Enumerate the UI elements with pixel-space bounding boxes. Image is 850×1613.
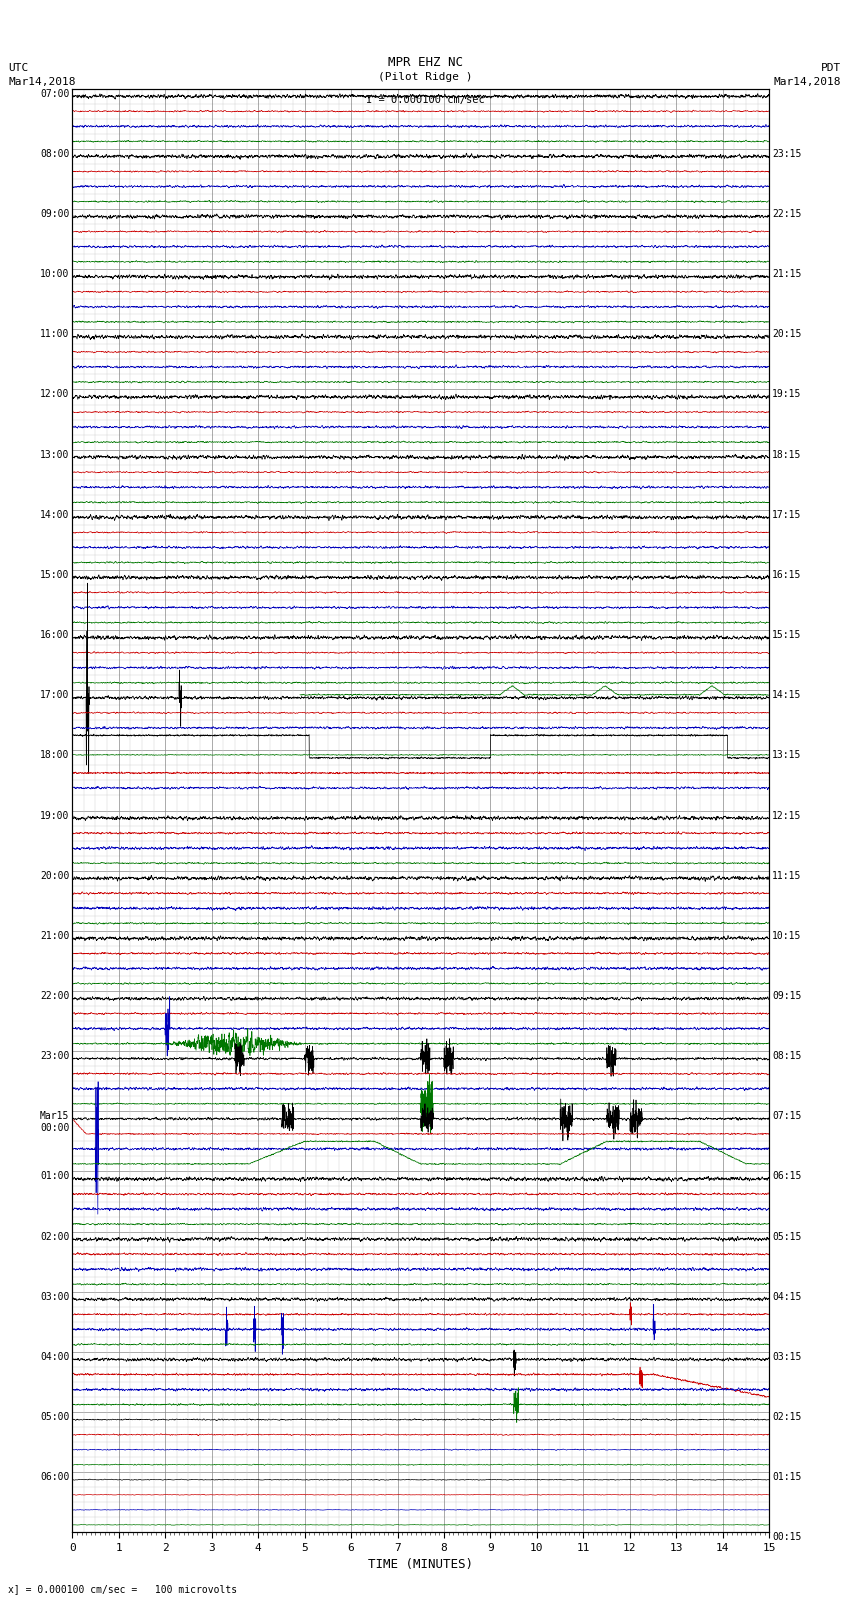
Text: I = 0.000100 cm/sec: I = 0.000100 cm/sec — [366, 95, 484, 105]
Text: MPR EHZ NC: MPR EHZ NC — [388, 56, 462, 69]
X-axis label: TIME (MINUTES): TIME (MINUTES) — [368, 1558, 473, 1571]
Text: Mar14,2018: Mar14,2018 — [8, 77, 76, 87]
Text: x] = 0.000100 cm/sec =   100 microvolts: x] = 0.000100 cm/sec = 100 microvolts — [8, 1584, 238, 1594]
Text: (Pilot Ridge ): (Pilot Ridge ) — [377, 73, 473, 82]
Text: PDT: PDT — [821, 63, 842, 73]
Text: UTC: UTC — [8, 63, 29, 73]
Text: Mar14,2018: Mar14,2018 — [774, 77, 842, 87]
